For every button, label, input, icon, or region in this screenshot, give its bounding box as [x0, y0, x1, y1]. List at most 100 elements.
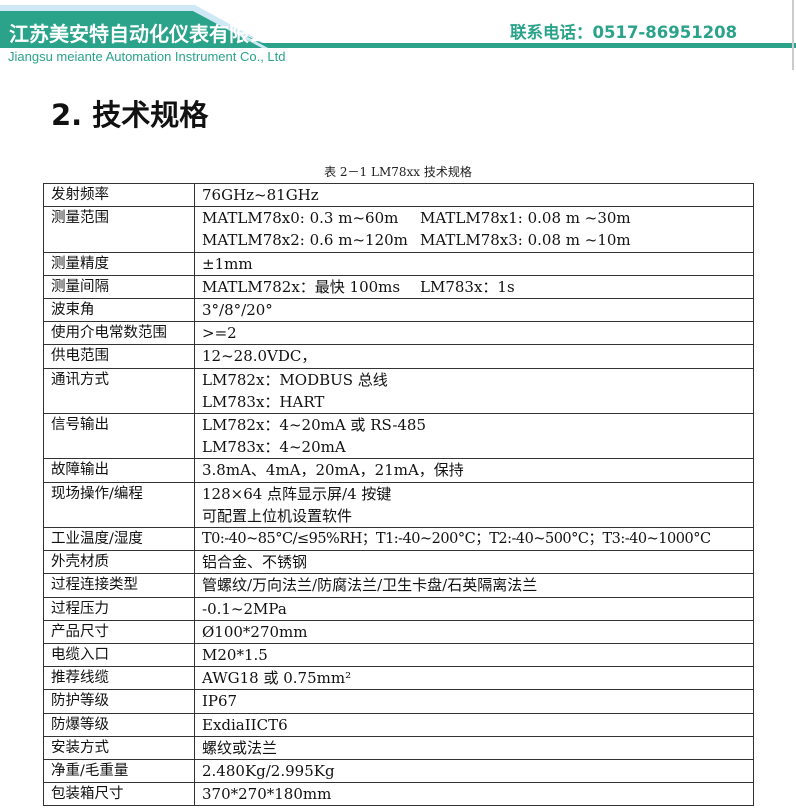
spec-label: 外壳材质: [43, 550, 195, 575]
spec-value: Ø100*270mm: [194, 619, 754, 645]
table-row: 防护等级 IP67: [43, 689, 754, 714]
spec-label: 产品尺寸: [43, 619, 195, 645]
table-row: 包装箱尺寸 370*270*180mm: [43, 782, 754, 807]
spec-value-line: 3°/8°/20°: [202, 301, 273, 320]
spec-value-line: 2.480Kg/2.995Kg: [202, 762, 335, 781]
table-row: 测量间隔 MATLM782x：最快 100ms LM783x：1s: [43, 274, 754, 300]
spec-value-line: 12~28.0VDC，: [202, 347, 317, 366]
spec-label: 过程连接类型: [43, 573, 195, 598]
spec-value-line: LM782x：MODBUS 总线: [202, 370, 388, 389]
spec-label: 供电范围: [43, 344, 195, 369]
spec-value-line: T0:-40~85°C/≤95%RH；T1:-40~200°C；T2:-40~5…: [202, 531, 711, 548]
spec-label: 电缆入口: [43, 643, 195, 668]
spec-value-line: AWG18 或 0.75mm²: [202, 669, 352, 688]
spec-value-line: 铝合金、不锈钢: [202, 553, 308, 572]
table-row: 发射频率 76GHz~81GHz: [43, 182, 754, 208]
spec-value: 2.480Kg/2.995Kg: [194, 759, 754, 784]
spec-label: 推荐线缆: [43, 666, 195, 691]
spec-value-part: MATLM78x3: 0.08 m ~10m: [420, 231, 631, 250]
table-row: 工业温度/湿度 T0:-40~85°C/≤95%RH；T1:-40~200°C；T…: [43, 527, 754, 552]
table-row: 使用介电常数范围 >=2: [43, 321, 754, 346]
table-row: 现场操作/编程 128×64 点阵显示屏/4 按键 可配置上位机设置软件: [43, 481, 754, 529]
spec-value-line: 76GHz~81GHz: [202, 186, 319, 204]
spec-label: 包装箱尺寸: [43, 782, 195, 807]
spec-value: -0.1~2MPa: [194, 596, 754, 621]
table-row: 产品尺寸 Ø100*270mm: [43, 619, 754, 645]
spec-label: 工业温度/湿度: [43, 527, 195, 552]
spec-value-part: LM783x：1s: [420, 277, 515, 296]
spec-label: 防护等级: [43, 689, 195, 714]
table-row: 推荐线缆 AWG18 或 0.75mm²: [43, 666, 754, 691]
table-row: 测量精度 ±1mm: [43, 251, 754, 276]
spec-value: AWG18 或 0.75mm²: [194, 666, 754, 691]
spec-value-part: MATLM78x1: 0.08 m ~30m: [420, 209, 631, 228]
section-title: 2. 技术规格: [51, 98, 209, 132]
spec-label: 发射频率: [43, 182, 195, 208]
spec-label: 过程压力: [43, 596, 195, 621]
spec-label: 故障输出: [43, 458, 195, 483]
table-row: 外壳材质 铝合金、不锈钢: [43, 550, 754, 575]
spec-table: 发射频率 76GHz~81GHz 测量范围 MATLM78x0: 0.3 m~60m M…: [43, 182, 754, 807]
spec-value: MATLM782x：最快 100ms LM783x：1s: [194, 274, 754, 300]
spec-value-line: M20*1.5: [202, 646, 268, 665]
table-row: 信号输出 LM782x：4~20mA 或 RS-485 LM783x：4~20mA: [43, 413, 754, 460]
spec-value-part: MATLM78x0: 0.3 m~60m: [202, 209, 399, 228]
spec-label: 现场操作/编程: [43, 481, 195, 529]
spec-value-line: 可配置上位机设置软件: [202, 506, 353, 525]
table-row: 防爆等级 ExdiaIICT6: [43, 712, 754, 737]
table-row: 电缆入口 M20*1.5: [43, 643, 754, 668]
spec-label: 防爆等级: [43, 712, 195, 737]
table-row: 安装方式 螺纹或法兰: [43, 735, 754, 761]
spec-label: 测量间隔: [43, 274, 195, 300]
spec-value-line: MATLM78x2: 0.6 m~120m MATLM78x3: 0.08 m ~…: [202, 229, 746, 251]
table-row: 过程压力 -0.1~2MPa: [43, 596, 754, 621]
company-name-cn: 江苏美安特自动化仪表有限公司: [9, 22, 289, 46]
company-name-en: Jiangsu meiante Automation Instrument Co…: [8, 49, 286, 64]
spec-value: LM782x：MODBUS 总线 LM783x：HART: [194, 367, 754, 415]
table-caption: 表 2－1 LM78xx 技术规格: [324, 165, 472, 179]
spec-value-line: 螺纹或法兰: [202, 738, 278, 757]
table-row: 过程连接类型 管螺纹/万向法兰/防腐法兰/卫生卡盘/石英隔离法兰: [43, 573, 754, 598]
spec-value: 管螺纹/万向法兰/防腐法兰/卫生卡盘/石英隔离法兰: [194, 573, 754, 598]
spec-value-line: 128×64 点阵显示屏/4 按键: [202, 484, 392, 503]
table-row: 测量范围 MATLM78x0: 0.3 m~60m MATLM78x1: 0.08 …: [43, 206, 754, 253]
spec-label: 信号输出: [43, 413, 195, 460]
spec-value-line: >=2: [202, 324, 237, 343]
spec-value: T0:-40~85°C/≤95%RH；T1:-40~200°C；T2:-40~5…: [194, 527, 754, 552]
spec-value-part: MATLM78x2: 0.6 m~120m: [202, 231, 408, 250]
spec-label: 测量范围: [43, 206, 195, 253]
spec-value: 3°/8°/20°: [194, 298, 754, 323]
spec-value: >=2: [194, 321, 754, 346]
letterhead: 江苏美安特自动化仪表有限公司 Jiangsu meiante Automatio…: [0, 0, 796, 70]
letterhead-banner: [0, 0, 796, 70]
spec-value-line: 370*270*180mm: [202, 785, 332, 804]
spec-value-line: LM782x：4~20mA 或 RS-485: [202, 416, 427, 435]
table-row: 波束角 3°/8°/20°: [43, 298, 754, 323]
spec-value-line: 3.8mA、4mA，20mA，21mA，保持: [202, 461, 464, 480]
spec-value: 3.8mA、4mA，20mA，21mA，保持: [194, 458, 754, 483]
spec-value-line: LM783x：4~20mA: [202, 438, 346, 457]
table-row: 净重/毛重量 2.480Kg/2.995Kg: [43, 759, 754, 784]
spec-value-line: IP67: [202, 692, 238, 711]
table-row: 故障输出 3.8mA、4mA，20mA，21mA，保持: [43, 458, 754, 483]
spec-label: 安装方式: [43, 735, 195, 761]
spec-label: 测量精度: [43, 251, 195, 276]
spec-label: 波束角: [43, 298, 195, 323]
spec-value: 128×64 点阵显示屏/4 按键 可配置上位机设置软件: [194, 481, 754, 529]
spec-value: ±1mm: [194, 251, 754, 276]
contact-phone: 联系电话：0517-86951208: [510, 23, 738, 42]
table-row: 供电范围 12~28.0VDC，: [43, 344, 754, 369]
spec-value: 370*270*180mm: [194, 782, 754, 807]
spec-label: 通讯方式: [43, 367, 195, 415]
spec-label: 使用介电常数范围: [43, 321, 195, 346]
spec-value: 12~28.0VDC，: [194, 344, 754, 369]
table-row: 通讯方式 LM782x：MODBUS 总线 LM783x：HART: [43, 367, 754, 415]
spec-value: IP67: [194, 689, 754, 714]
spec-value-line: Ø100*270mm: [202, 622, 308, 641]
spec-value-line: 管螺纹/万向法兰/防腐法兰/卫生卡盘/石英隔离法兰: [202, 576, 538, 595]
spec-value-line: MATLM782x：最快 100ms LM783x：1s: [202, 276, 746, 298]
spec-value-line: MATLM78x0: 0.3 m~60m MATLM78x1: 0.08 m ~3…: [202, 207, 746, 229]
spec-value: 76GHz~81GHz: [194, 182, 754, 208]
spec-value: 螺纹或法兰: [194, 735, 754, 761]
spec-value-line: -0.1~2MPa: [202, 599, 287, 618]
